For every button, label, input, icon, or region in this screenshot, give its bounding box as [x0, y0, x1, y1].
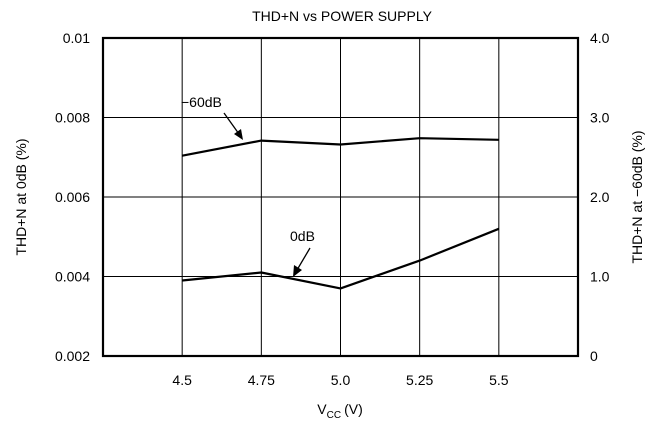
- y-left-tick-label: 0.004: [55, 269, 90, 285]
- series-label-minus60db-leader: [223, 112, 240, 135]
- x-axis-label-subscript: CC: [327, 410, 341, 421]
- x-tick-label: 4.75: [248, 372, 275, 388]
- x-tick-label: 4.5: [172, 372, 192, 388]
- series-label-0db: 0dB: [290, 228, 315, 244]
- y-right-tick-label: 3.0: [590, 110, 610, 126]
- plot-frame: [101, 36, 580, 358]
- y-right-tick-label: 4.0: [590, 30, 610, 46]
- x-tick-label: 5.25: [406, 372, 433, 388]
- y-axis-right-label: THD+N at −60dB (%): [629, 130, 645, 263]
- tick-labels: 4.5 4.75 5.0 5.25 5.5 0.002 0.004 0.006 0.008 0.0…: [55, 30, 610, 388]
- series-group: [181, 137, 500, 290]
- series-label-minus60db: −60dB: [181, 94, 222, 110]
- x-axis-label: VCC (V): [317, 401, 362, 421]
- y-left-tick-label: 0.006: [55, 189, 90, 205]
- series-label-0db-leader: [296, 247, 311, 271]
- y-left-tick-label: 0.002: [55, 348, 90, 364]
- series-label-0db-arrowhead: [293, 265, 302, 277]
- y-right-tick-label: 0: [590, 348, 598, 364]
- y-right-tick-label: 2.0: [590, 189, 610, 205]
- grid: [103, 38, 578, 356]
- y-right-tick-label: 1.0: [590, 269, 610, 285]
- chart-title: THD+N vs POWER SUPPLY: [252, 8, 432, 24]
- y-left-tick-label: 0.008: [55, 110, 90, 126]
- y-axis-left-label: THD+N at 0dB (%): [13, 138, 29, 255]
- series-label-minus60db-arrowhead: [234, 129, 243, 140]
- y-left-tick-label: 0.01: [63, 30, 90, 46]
- series-line-0db: [182, 227, 500, 290]
- x-axis-label-main: V: [317, 401, 327, 417]
- x-tick-label: 5.0: [331, 372, 351, 388]
- x-tick-label: 5.5: [489, 372, 509, 388]
- x-axis-label-unit: (V): [344, 401, 363, 417]
- series-line-minus60db: [181, 137, 499, 157]
